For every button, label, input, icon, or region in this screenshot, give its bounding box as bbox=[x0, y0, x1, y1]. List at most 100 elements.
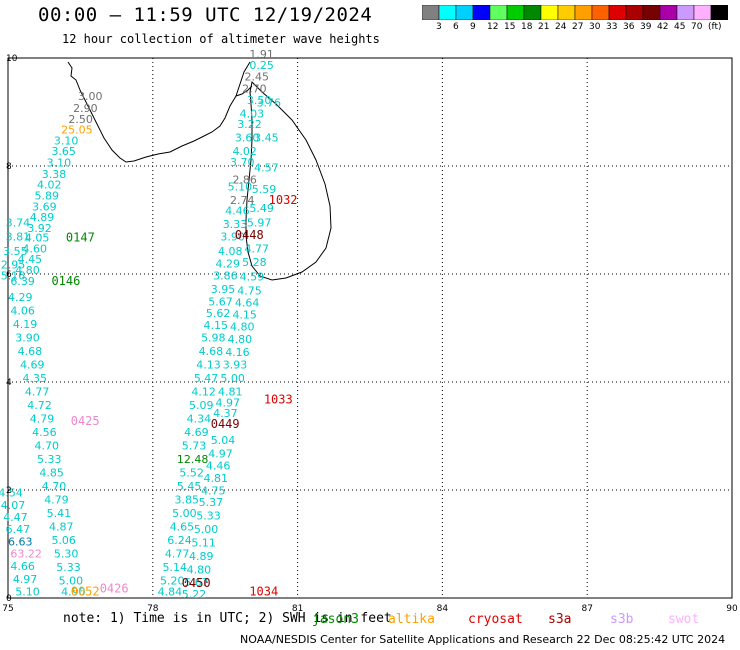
wave-height-label: 4.81 bbox=[218, 386, 243, 399]
legend-label: 3 bbox=[436, 22, 442, 32]
legend-swatch bbox=[472, 5, 491, 20]
x-tick-label: 87 bbox=[581, 604, 592, 614]
wave-height-label: 2.50 bbox=[68, 113, 93, 126]
wave-height-label: 6.63 bbox=[8, 536, 33, 549]
wave-height-label: 3.90 bbox=[220, 231, 245, 244]
wave-height-label: 5.33 bbox=[37, 453, 62, 466]
wave-height-label: 4.79 bbox=[44, 494, 68, 507]
pass-time-label: 0147 bbox=[66, 231, 95, 245]
wave-height-label: 4.29 bbox=[216, 258, 241, 271]
wave-height-label: 6.24 bbox=[167, 534, 192, 547]
legend-label: 9 bbox=[470, 22, 476, 32]
wave-height-label: 4.80 bbox=[230, 321, 255, 334]
wave-height-label: 4.64 bbox=[235, 296, 260, 309]
wave-height-label: 4.79 bbox=[30, 413, 55, 426]
y-tick-label: 6 bbox=[6, 270, 12, 280]
legend-swatch bbox=[693, 5, 712, 20]
x-tick-label: 81 bbox=[292, 604, 303, 614]
wave-height-label: 4.81 bbox=[203, 472, 228, 485]
satellite-s3b: s3b bbox=[610, 612, 634, 627]
wave-height-label: 3.38 bbox=[42, 168, 67, 181]
wave-height-label: 3.81 bbox=[6, 231, 31, 244]
wave-height-label: 2.90 bbox=[73, 102, 98, 115]
pass-time-label: 0146 bbox=[51, 274, 80, 288]
wave-height-label: 4.77 bbox=[25, 386, 50, 399]
wave-height-label: 4.70 bbox=[42, 480, 67, 493]
wave-height-label: 4.72 bbox=[27, 399, 52, 412]
wave-height-label: 5.98 bbox=[201, 332, 226, 345]
wave-height-label: 4.97 bbox=[216, 396, 241, 409]
wave-height-label: 5.10 bbox=[228, 180, 253, 193]
legend-labels: 3 6 9 12 15 18 21 24 27 30 33 36 39 42 45 70 (ft) bbox=[422, 22, 740, 36]
x-tick-label: 90 bbox=[726, 604, 738, 614]
wave-height-label: 4.08 bbox=[218, 245, 243, 258]
color-legend bbox=[422, 5, 728, 20]
legend-label: 27 bbox=[572, 22, 584, 32]
wave-height-label: 5.67 bbox=[184, 576, 209, 589]
pass-time-label: 0052 bbox=[71, 584, 100, 598]
wave-height-label: 5.00 bbox=[59, 575, 84, 588]
wave-height-label: 4.69 bbox=[20, 359, 45, 372]
wave-height-label: 4.34 bbox=[187, 413, 212, 426]
wave-height-label: 4.90 bbox=[61, 585, 86, 598]
wave-height-label: 3.33 bbox=[223, 218, 248, 231]
satellite-cryosat: cryosat bbox=[468, 612, 523, 627]
wave-height-label: 4.97 bbox=[13, 573, 38, 586]
wave-height-label: 5.49 bbox=[249, 202, 273, 215]
legend-swatch bbox=[591, 5, 610, 20]
wave-height-label: 4.89 bbox=[189, 550, 214, 563]
wave-height-label: 4.80 bbox=[187, 564, 212, 577]
wave-height-label: 3.55 bbox=[3, 245, 28, 258]
wave-height-label: 3.60 bbox=[235, 132, 260, 145]
wave-height-label: 4.87 bbox=[49, 521, 74, 534]
wave-height-label: 5.22 bbox=[182, 588, 207, 601]
legend-label: 6 bbox=[453, 22, 459, 32]
axis-tick-labels: 75 78 81 84 87 90 0 2 4 6 8 10 bbox=[2, 54, 738, 614]
wave-height-label: 3.95 bbox=[211, 283, 236, 296]
legend-swatch bbox=[642, 5, 661, 20]
wave-height-label: 4.12 bbox=[191, 386, 216, 399]
legend-swatch bbox=[710, 5, 728, 20]
wave-height-label: 3.76 bbox=[257, 97, 282, 110]
wave-height-label: 5.30 bbox=[54, 548, 79, 561]
y-tick-label: 0 bbox=[6, 594, 12, 604]
wave-height-label: 4.56 bbox=[32, 426, 57, 439]
wave-height-label: 3.00 bbox=[78, 90, 103, 103]
wave-height-label: 63.22 bbox=[10, 548, 42, 561]
satellite-jason3: jason3 bbox=[312, 612, 359, 627]
legend-swatch bbox=[574, 5, 593, 20]
wave-height-label: 4.69 bbox=[184, 426, 209, 439]
wave-height-label: 5.09 bbox=[189, 399, 214, 412]
wave-height-label: 4.97 bbox=[208, 448, 233, 461]
legend-swatch bbox=[540, 5, 559, 20]
wave-height-label: 5.89 bbox=[35, 189, 60, 202]
wave-height-label: 2.74 bbox=[230, 194, 255, 207]
wave-height-label: 4.54 bbox=[0, 486, 23, 499]
wave-height-label: 4.15 bbox=[232, 308, 257, 321]
legend-swatch bbox=[506, 5, 525, 20]
wave-height-label: 4.37 bbox=[213, 407, 238, 420]
wave-height-label: 4.66 bbox=[10, 560, 35, 573]
legend-label: 24 bbox=[555, 22, 567, 32]
wave-height-label: 3.85 bbox=[175, 494, 200, 507]
india-coastline bbox=[67, 61, 251, 163]
wave-height-label: 4.75 bbox=[201, 484, 226, 497]
wave-height-label: 5.33 bbox=[56, 561, 80, 574]
wave-height-label: 2.70 bbox=[242, 83, 266, 96]
legend-label: 15 bbox=[504, 22, 516, 32]
wave-height-label: 3.74 bbox=[6, 216, 31, 229]
wave-height-label: 3.69 bbox=[32, 200, 57, 213]
wave-height-label: 5.16 bbox=[1, 269, 26, 282]
wave-height-label: 5.59 bbox=[252, 183, 277, 196]
wave-height-label: 4.77 bbox=[165, 548, 190, 561]
legend-label: (ft) bbox=[708, 22, 722, 32]
wave-height-label: 5.67 bbox=[208, 295, 233, 308]
wave-height-label: 5.52 bbox=[179, 467, 204, 480]
wave-height-label: 25.05 bbox=[61, 124, 93, 137]
wave-height-label: 5.97 bbox=[247, 216, 271, 229]
wave-height-label: 3.86 bbox=[213, 269, 238, 282]
wave-height-label: 4.60 bbox=[22, 242, 47, 255]
wave-height-label: 4.07 bbox=[1, 499, 26, 512]
pass-time-label: 0450 bbox=[182, 576, 211, 590]
wave-height-label: 4.16 bbox=[225, 346, 250, 359]
